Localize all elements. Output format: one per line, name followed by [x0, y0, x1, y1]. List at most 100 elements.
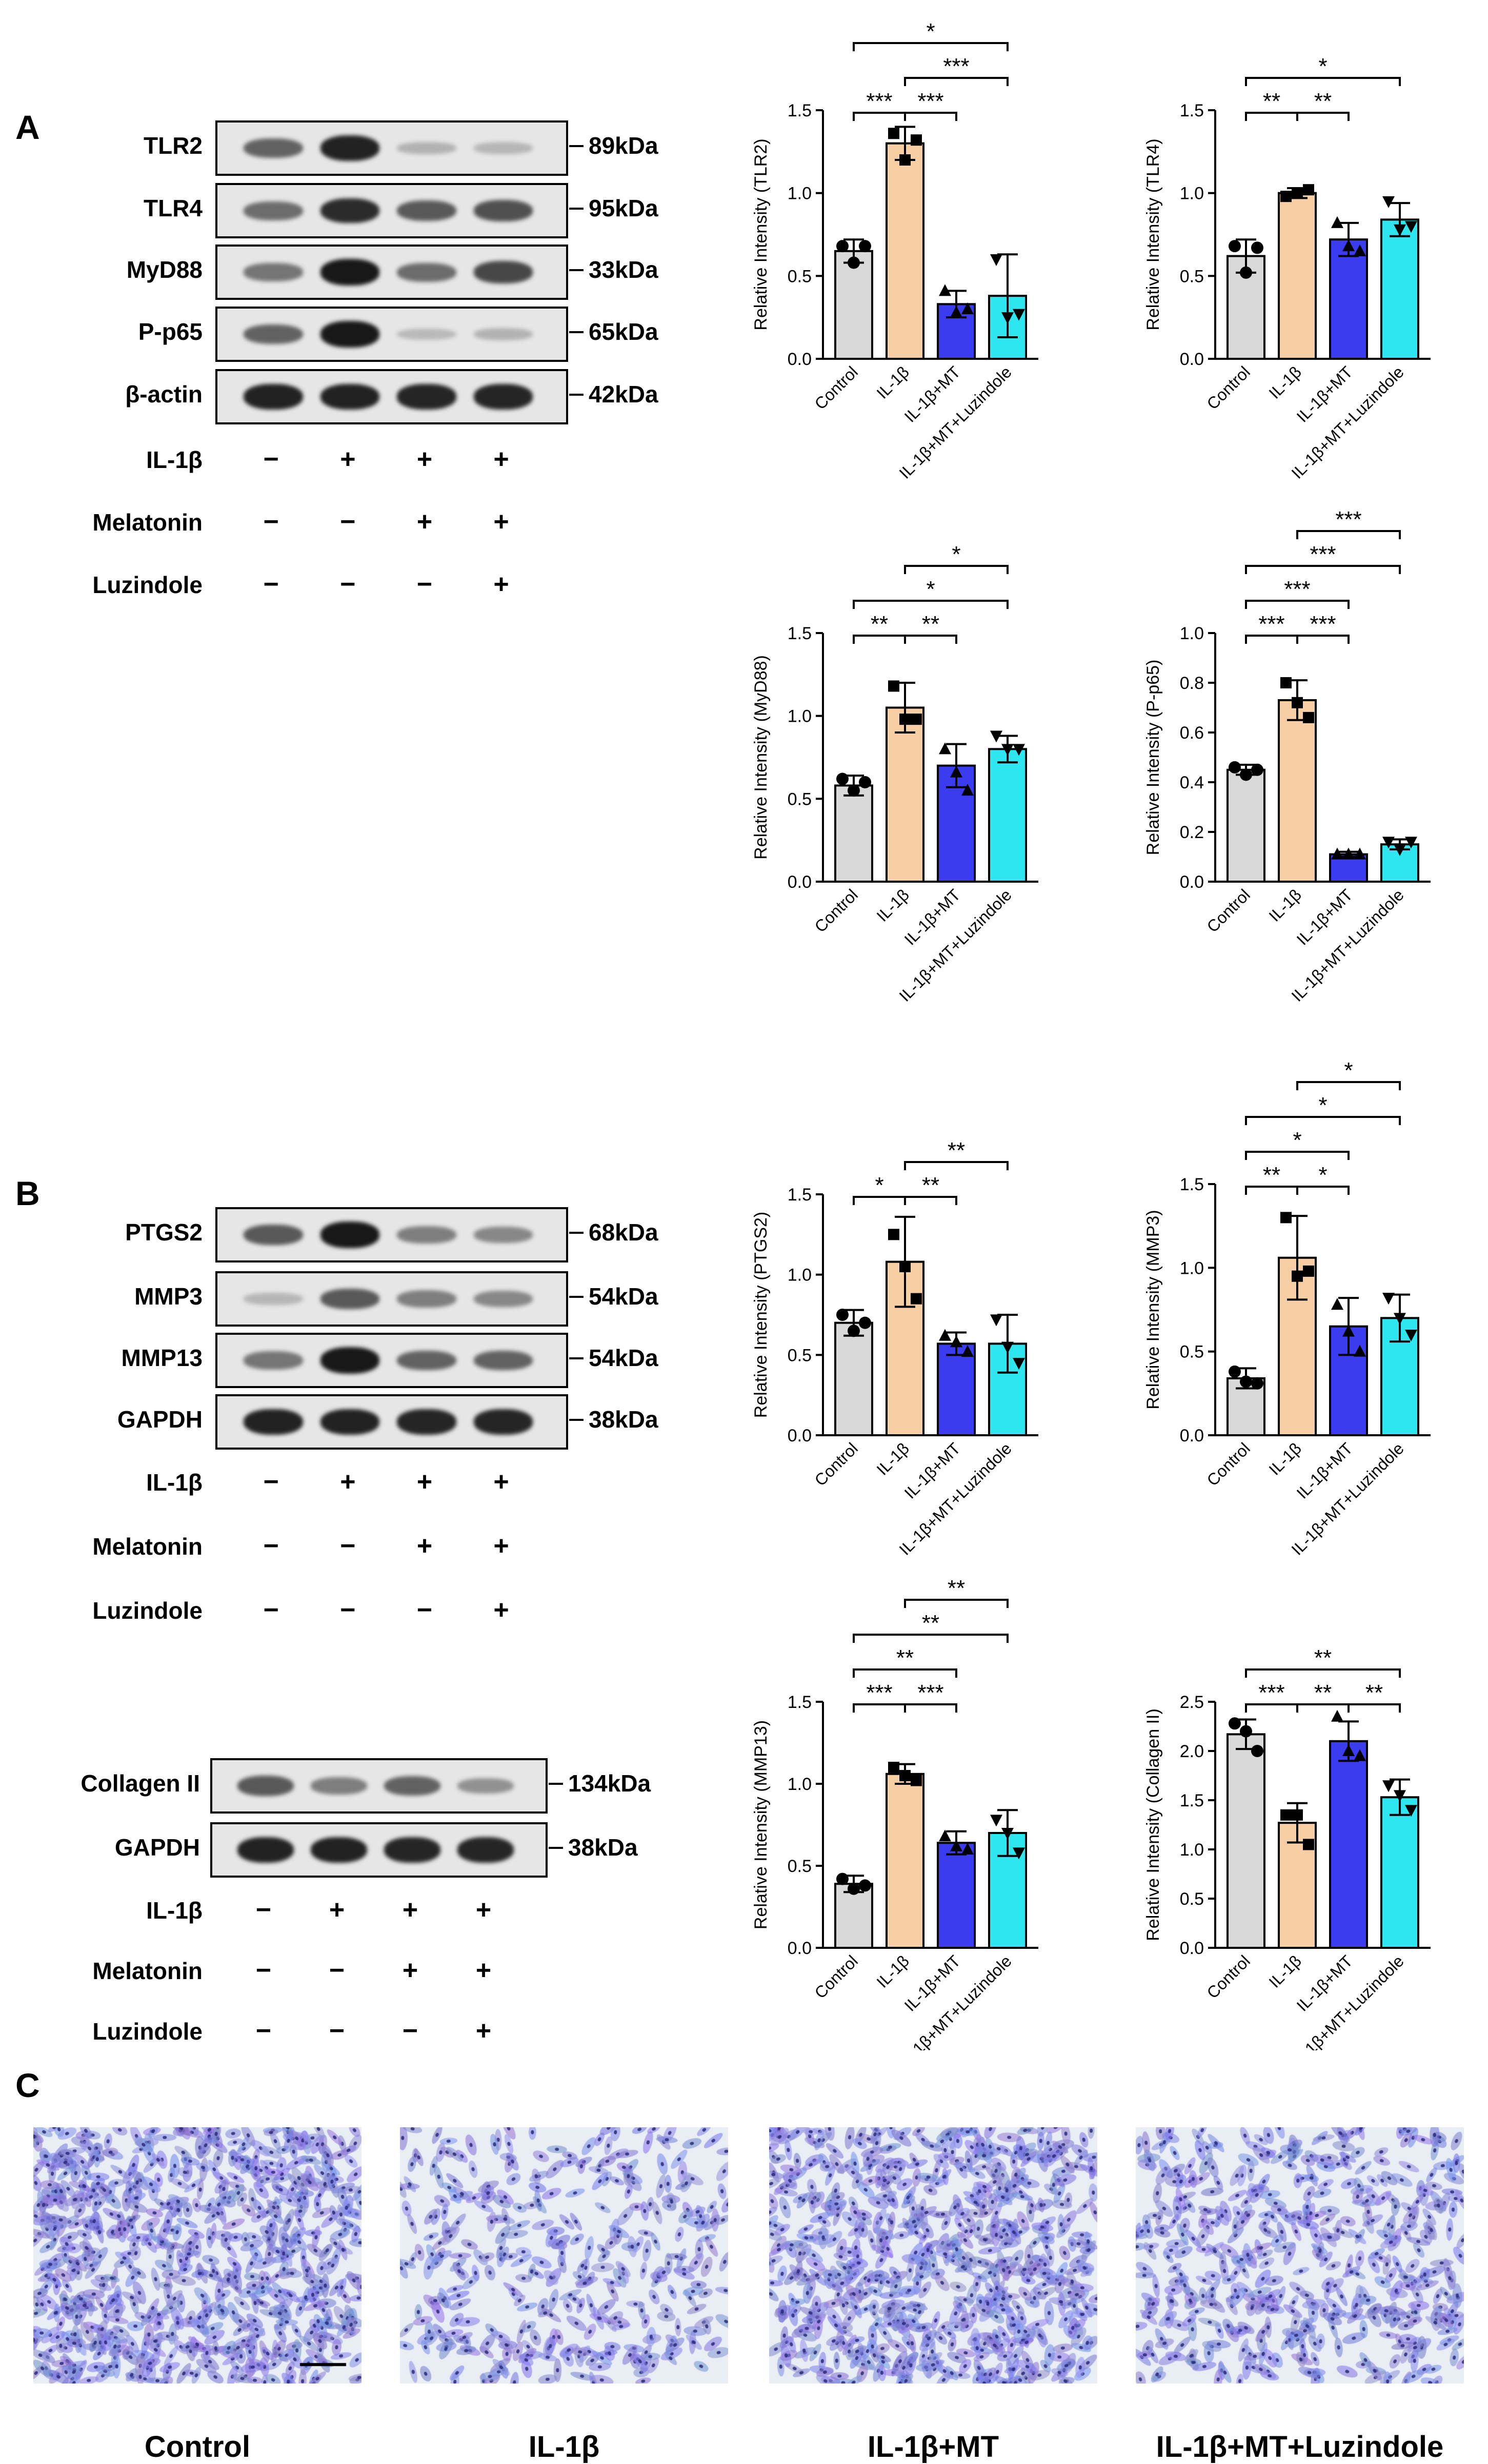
blot-band: [473, 1350, 533, 1371]
data-point: [1405, 837, 1417, 849]
blot-band: [473, 384, 533, 410]
treatment-sign: −: [263, 1467, 279, 1497]
data-point: [1229, 240, 1241, 253]
bar: [1278, 699, 1317, 883]
blot-label: β-actin: [125, 381, 203, 408]
significance-label: *: [1344, 1058, 1353, 1083]
blot-band: [310, 1837, 368, 1863]
y-tick-label: 1.0: [1180, 184, 1204, 203]
significance-bracket: [1296, 530, 1401, 539]
significance-label: **: [1314, 89, 1332, 114]
blot-image: [215, 1333, 568, 1388]
micrograph-label: IL-1β+MT+Luzindole: [1156, 2430, 1444, 2463]
bar: [937, 1342, 976, 1436]
kda-tick: [569, 1232, 584, 1234]
significance-bracket: [853, 600, 1009, 609]
treatment-sign: −: [263, 444, 279, 474]
blot-band: [320, 320, 380, 348]
blot-band: [320, 258, 380, 286]
significance-bracket: [1296, 1186, 1350, 1195]
kda-tick: [569, 208, 584, 210]
significance-bracket: [1245, 1186, 1298, 1195]
kda-tick: [549, 1847, 563, 1849]
blot-image: [215, 1207, 568, 1262]
significance-label: ***: [1258, 1680, 1284, 1705]
data-point: [1280, 1809, 1292, 1821]
kda-label: 54kDa: [589, 1345, 658, 1371]
bar-chart: 0.0 0.2 0.4 0.6 0.8 1.0 Relative Intensity (P-…: [1143, 507, 1431, 1005]
significance-label: ***: [866, 89, 892, 114]
data-point: [1001, 744, 1014, 756]
treatment-sign: +: [402, 1895, 418, 1925]
data-point: [1303, 1839, 1314, 1850]
significance-bracket: [853, 1668, 957, 1678]
blot-band: [244, 1224, 303, 1246]
kda-label: 38kDa: [589, 1406, 658, 1433]
blot-band: [397, 1226, 456, 1244]
y-tick-label: 1.0: [1180, 1258, 1204, 1278]
bar: [1380, 218, 1419, 360]
data-point: [1251, 241, 1263, 254]
data-point: [888, 680, 899, 692]
significance-bracket: [1245, 600, 1350, 609]
kda-label: 33kDa: [589, 256, 658, 283]
significance-bracket: [1245, 112, 1298, 121]
data-point: [911, 134, 922, 146]
x-tick-label: Control: [811, 1439, 861, 1489]
data-point: [1292, 697, 1303, 708]
treatment-label: Melatonin: [92, 1533, 203, 1560]
blot-band: [320, 1347, 380, 1374]
blot-image: [210, 1822, 548, 1878]
data-point: [1382, 1780, 1395, 1793]
blot-band: [244, 1409, 303, 1435]
data-point: [899, 1261, 911, 1272]
data-point: [1394, 1313, 1406, 1325]
blot-band: [457, 1778, 514, 1794]
significance-bracket: [1245, 1668, 1401, 1678]
kda-tick: [569, 1419, 584, 1421]
blot-band: [473, 1227, 533, 1243]
blot-band: [473, 199, 533, 222]
significance-label: **: [922, 1173, 939, 1198]
data-point: [1382, 196, 1395, 208]
kda-tick: [569, 269, 584, 271]
significance-label: **: [1263, 89, 1280, 114]
data-point: [888, 1229, 899, 1240]
y-tick-label: 1.0: [788, 1775, 812, 1794]
significance-label: **: [922, 1611, 939, 1636]
blot-band: [320, 1288, 380, 1310]
y-tick-label: 0.0: [1180, 872, 1204, 892]
data-point: [836, 772, 849, 785]
bar-chart: 0.0 0.5 1.0 1.5 Relative Intensity (PTGS2) Co…: [751, 1138, 1038, 1559]
blot-band: [397, 1290, 456, 1308]
blot-band: [320, 1221, 380, 1249]
bar: [886, 706, 924, 883]
y-tick-label: 0.0: [1180, 1426, 1204, 1445]
y-tick-label: 0.5: [788, 1346, 812, 1365]
blot-band: [397, 1350, 456, 1371]
significance-label: **: [1314, 1680, 1332, 1705]
blot-image: [215, 183, 568, 238]
significance-bracket: [904, 1161, 1009, 1170]
blot-band: [397, 200, 456, 221]
treatment-sign: +: [416, 1467, 433, 1497]
blot-band: [237, 1775, 294, 1797]
blot-band: [244, 1351, 303, 1370]
blot-band: [237, 1837, 294, 1863]
treatment-sign: +: [493, 569, 509, 599]
data-point: [1303, 711, 1314, 723]
kda-label: 38kDa: [568, 1834, 638, 1861]
x-tick-label: IL-1β: [873, 1951, 912, 1991]
cell-stain-canvas: [400, 2127, 728, 2384]
data-point: [1229, 761, 1241, 773]
data-point: [939, 742, 951, 755]
significance-bracket: [904, 77, 1009, 86]
y-tick-label: 1.5: [788, 624, 812, 643]
significance-bracket: [904, 112, 957, 121]
data-point: [950, 306, 962, 318]
bar: [886, 142, 924, 360]
data-point: [1229, 1365, 1241, 1378]
data-point: [961, 1345, 974, 1357]
y-tick-label: 1.5: [788, 1693, 812, 1712]
micrograph-label: IL-1β: [528, 2430, 600, 2463]
